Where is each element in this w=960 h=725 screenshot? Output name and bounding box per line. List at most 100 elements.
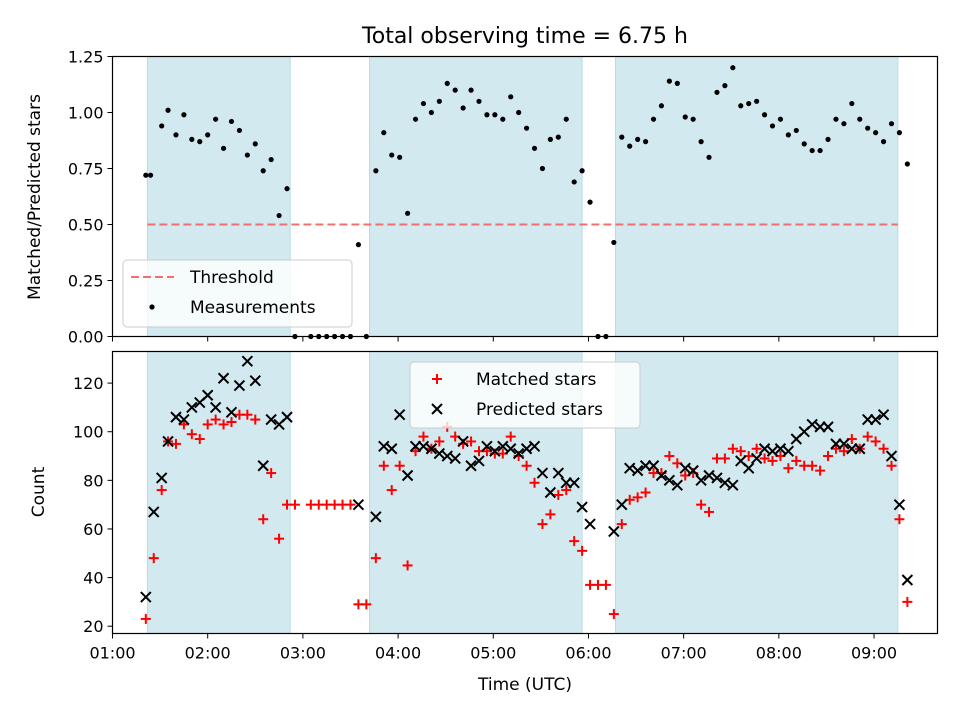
matched-star-point	[664, 451, 675, 462]
predicted-star-point	[473, 455, 485, 467]
predicted-star-point	[505, 443, 517, 455]
measurement-point	[738, 103, 744, 109]
measurement-point	[785, 132, 791, 138]
predicted-star-point	[528, 440, 541, 453]
matched-star-point	[537, 519, 548, 530]
matched-star-point	[608, 609, 619, 620]
measurement-point	[381, 130, 387, 136]
predicted-star-point	[719, 477, 731, 489]
measurement-point	[373, 168, 379, 174]
matched-star-point	[148, 553, 159, 564]
matched-star-point	[878, 443, 889, 454]
predicted-star-point	[140, 591, 152, 603]
predicted-star-point	[822, 421, 834, 433]
predicted-star-point	[497, 440, 509, 453]
predicted-star-point	[425, 443, 438, 455]
predicted-star-point	[544, 486, 557, 499]
matched-star-point	[862, 431, 873, 442]
bottom-x-ticks: 01:00 02:00 03:00 04:00 05:00 06:00 07:00 08:00…	[89, 633, 897, 663]
top-legend-measurements-swatch	[149, 304, 155, 310]
predicted-star-point	[233, 379, 246, 392]
measurement-point	[205, 132, 211, 138]
measurement-point	[516, 109, 522, 116]
predicted-star-point	[520, 443, 533, 455]
predicted-star-point	[465, 460, 477, 472]
measurement-point	[412, 116, 419, 122]
predicted-star-point	[631, 464, 644, 477]
measurement-point	[754, 98, 760, 104]
top-x-ticks	[112, 336, 875, 342]
bottom-shade-0	[146, 351, 291, 634]
bottom-y-ticks: 20 40 60 80 100 120	[73, 374, 113, 636]
measurement-point	[284, 186, 290, 192]
predicted-star-point	[378, 440, 390, 453]
measurement-point	[213, 116, 219, 122]
measurement-point	[484, 112, 490, 118]
top-legend: Threshold Measurements	[122, 259, 353, 328]
matched-star-point	[545, 509, 556, 520]
matched-star-point	[250, 414, 261, 425]
predicted-star-point	[568, 477, 580, 489]
bottom-x-tick-label: 08:00	[756, 644, 802, 663]
top-measurements-series	[143, 65, 910, 340]
predicted-star-point	[536, 467, 549, 479]
measurement-point	[857, 116, 863, 122]
predicted-star-point	[170, 411, 182, 423]
top-y-tick-label: 0.50	[68, 216, 104, 235]
measurement-point	[635, 136, 641, 142]
measurement-point	[809, 147, 815, 154]
predicted-star-point	[257, 460, 269, 472]
top-legend-threshold-label: Threshold	[189, 268, 274, 288]
top-y-tick-label: 1.00	[68, 104, 104, 123]
matched-star-point	[759, 453, 770, 464]
predicted-star-point	[281, 411, 293, 423]
measurement-point	[420, 100, 427, 107]
predicted-star-point	[457, 435, 469, 448]
predicted-star-point	[695, 474, 707, 487]
measurement-point	[833, 116, 839, 122]
bottom-x-tick-label: 05:00	[470, 644, 516, 663]
predicted-star-point	[225, 406, 238, 418]
measurement-point	[147, 172, 154, 178]
measurement-point	[825, 136, 831, 142]
measurement-point	[650, 116, 657, 122]
top-shade-2	[614, 56, 899, 337]
measurement-point	[276, 212, 282, 219]
matched-star-point	[218, 419, 229, 430]
top-ylabel: Matched/Predicted stars	[25, 94, 45, 300]
predicted-star-point	[703, 469, 715, 482]
predicted-star-point	[727, 479, 739, 491]
bottom-y-tick-label: 80	[83, 471, 103, 490]
predicted-star-point	[393, 408, 406, 421]
measurement-point	[865, 125, 871, 131]
predicted-star-point	[671, 479, 684, 491]
measurement-point	[260, 168, 266, 174]
predicted-star-point	[742, 462, 755, 474]
measurement-point	[746, 100, 752, 107]
matched-star-point	[632, 492, 643, 503]
matched-star-point	[894, 514, 905, 525]
matched-star-point	[640, 487, 651, 498]
predicted-star-point	[186, 401, 198, 414]
predicted-star-point	[806, 418, 818, 431]
measurement-point	[674, 80, 680, 86]
measurement-point	[468, 87, 474, 93]
matched-star-point	[345, 499, 356, 510]
measurement-point	[492, 112, 498, 118]
matched-star-point	[274, 533, 285, 544]
predicted-star-point	[481, 440, 493, 453]
measurement-point	[428, 109, 434, 116]
measurement-point	[873, 130, 879, 136]
matched-star-point	[791, 455, 802, 466]
measurement-point	[563, 116, 569, 122]
matched-star-point	[569, 536, 580, 547]
top-legend-box	[122, 259, 353, 328]
bottom-ylabel: Count	[29, 466, 49, 517]
bottom-y-tick-label: 20	[83, 617, 103, 636]
bottom-y-tick-label: 40	[83, 569, 103, 588]
matched-star-point	[735, 446, 746, 457]
matched-star-point	[186, 429, 197, 440]
measurement-point	[404, 210, 411, 216]
bottom-x-tick-label: 01:00	[89, 644, 135, 663]
